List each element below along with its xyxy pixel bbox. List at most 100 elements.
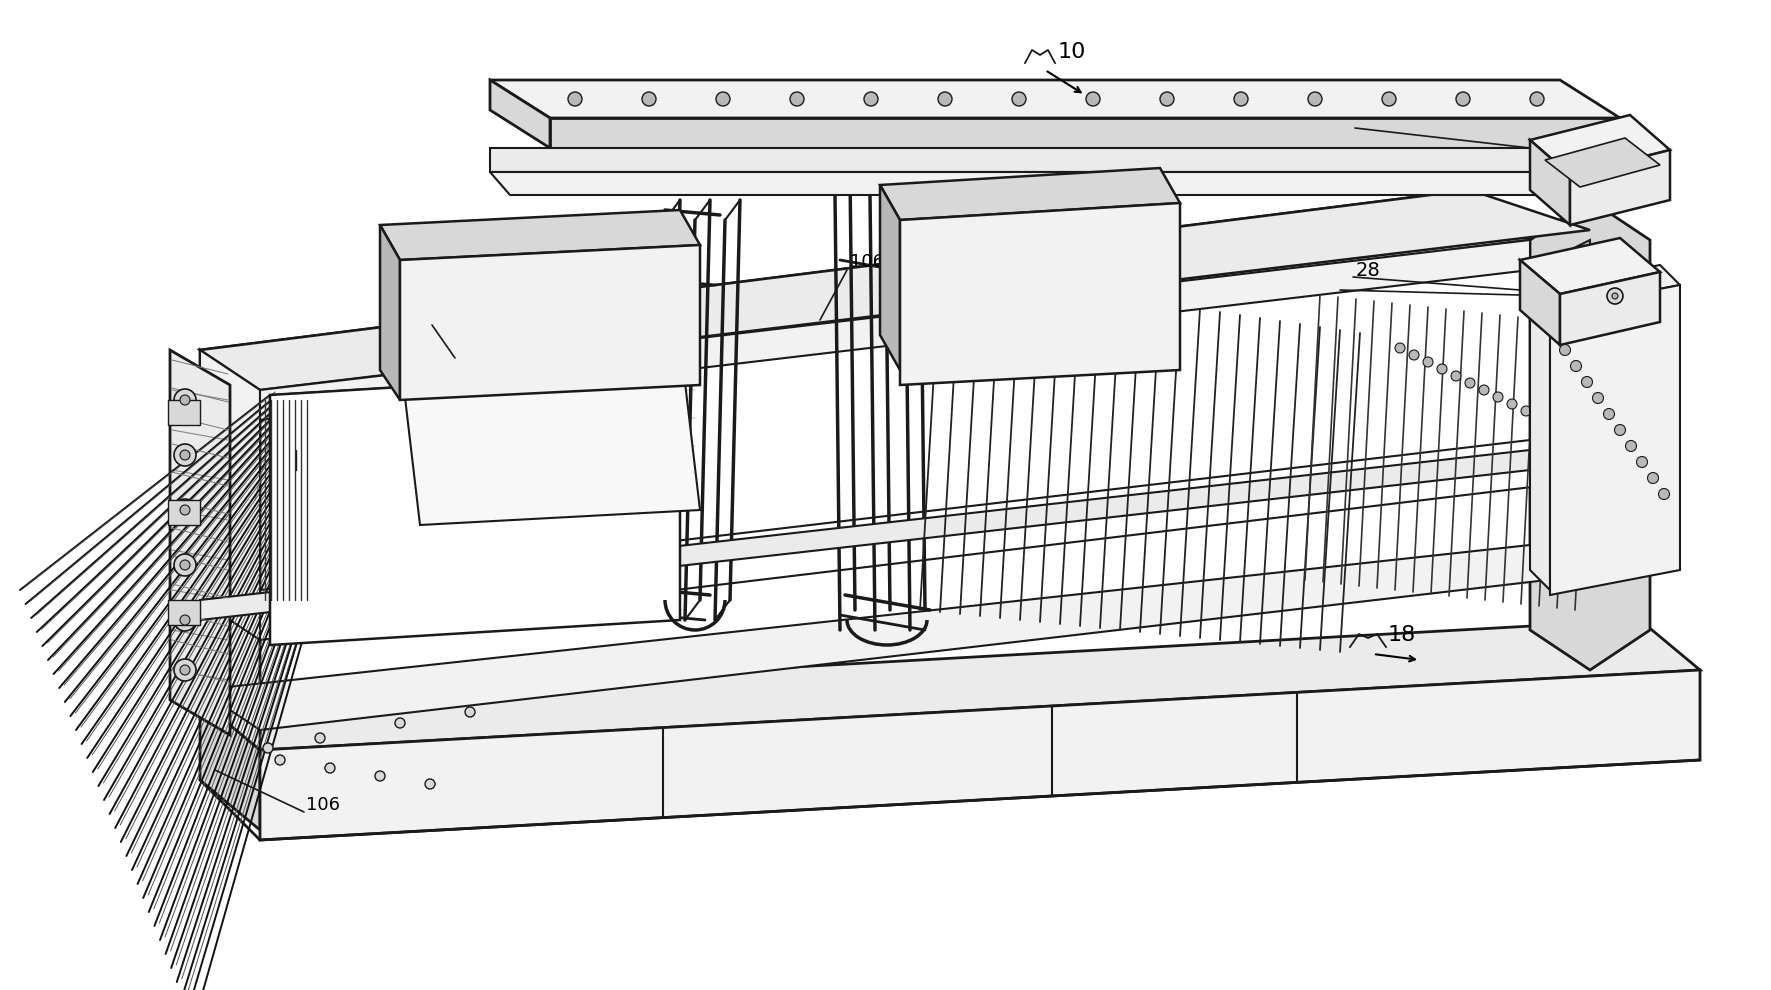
Circle shape	[425, 779, 436, 789]
Text: 20: 20	[299, 434, 322, 452]
Circle shape	[1410, 350, 1419, 360]
Polygon shape	[168, 600, 200, 625]
Circle shape	[790, 92, 804, 106]
Polygon shape	[1530, 115, 1670, 175]
Circle shape	[864, 92, 878, 106]
Circle shape	[643, 92, 655, 106]
Circle shape	[1606, 288, 1622, 304]
Circle shape	[1450, 371, 1461, 381]
Circle shape	[1582, 376, 1592, 387]
Circle shape	[1436, 364, 1447, 374]
Polygon shape	[168, 500, 200, 525]
Polygon shape	[1520, 238, 1659, 294]
Polygon shape	[200, 190, 1590, 390]
Text: 28: 28	[1357, 260, 1381, 279]
Circle shape	[1160, 92, 1174, 106]
Polygon shape	[1530, 200, 1651, 670]
Circle shape	[1507, 399, 1518, 409]
Polygon shape	[269, 370, 680, 645]
Circle shape	[1456, 92, 1470, 106]
Polygon shape	[381, 210, 700, 260]
Circle shape	[1560, 345, 1571, 355]
Circle shape	[1234, 92, 1249, 106]
Text: 12: 12	[526, 428, 554, 448]
Polygon shape	[269, 370, 680, 420]
Circle shape	[315, 733, 326, 743]
Circle shape	[1465, 378, 1475, 388]
Circle shape	[1535, 413, 1544, 423]
Polygon shape	[200, 190, 1530, 400]
Circle shape	[1592, 392, 1603, 404]
Circle shape	[181, 395, 189, 405]
Polygon shape	[1520, 260, 1560, 345]
Polygon shape	[1530, 240, 1590, 510]
Circle shape	[1309, 92, 1321, 106]
Circle shape	[181, 665, 189, 675]
Text: 18: 18	[1388, 625, 1417, 645]
Polygon shape	[200, 700, 260, 830]
Circle shape	[1658, 488, 1670, 500]
Circle shape	[174, 444, 197, 466]
Polygon shape	[1530, 140, 1571, 225]
Circle shape	[181, 505, 189, 515]
Circle shape	[375, 771, 384, 781]
Circle shape	[1615, 425, 1626, 436]
Circle shape	[1086, 92, 1100, 106]
Circle shape	[174, 389, 197, 411]
Polygon shape	[880, 185, 900, 370]
Circle shape	[1396, 343, 1404, 353]
Circle shape	[466, 707, 475, 717]
Circle shape	[939, 92, 953, 106]
Circle shape	[174, 499, 197, 521]
Circle shape	[1479, 385, 1489, 395]
Polygon shape	[260, 440, 1590, 640]
Text: 106: 106	[850, 253, 884, 271]
Polygon shape	[381, 225, 400, 400]
Polygon shape	[1560, 272, 1659, 345]
Text: 10: 10	[1057, 42, 1086, 62]
Circle shape	[715, 92, 730, 106]
Polygon shape	[200, 620, 1700, 750]
Polygon shape	[1571, 150, 1670, 225]
Polygon shape	[170, 350, 230, 735]
Polygon shape	[260, 240, 1530, 420]
Polygon shape	[1530, 265, 1681, 310]
Circle shape	[174, 659, 197, 681]
Polygon shape	[260, 670, 1700, 840]
Polygon shape	[200, 350, 260, 750]
Polygon shape	[551, 118, 1620, 148]
Circle shape	[181, 615, 189, 625]
Circle shape	[1612, 293, 1619, 299]
Circle shape	[1550, 420, 1558, 430]
Circle shape	[264, 743, 273, 753]
Circle shape	[568, 92, 583, 106]
Text: 24: 24	[1358, 111, 1383, 130]
Polygon shape	[491, 148, 1620, 172]
Polygon shape	[200, 350, 260, 640]
Polygon shape	[1550, 285, 1681, 595]
Circle shape	[1424, 357, 1433, 367]
Circle shape	[395, 718, 406, 728]
Text: 106: 106	[306, 796, 340, 814]
Circle shape	[1530, 92, 1544, 106]
Circle shape	[1493, 392, 1504, 402]
Circle shape	[1626, 441, 1636, 451]
Circle shape	[1521, 406, 1530, 416]
Polygon shape	[491, 172, 1640, 195]
Polygon shape	[200, 545, 1590, 730]
Polygon shape	[491, 80, 1620, 118]
Polygon shape	[400, 245, 700, 400]
Polygon shape	[1530, 290, 1550, 590]
Circle shape	[174, 609, 197, 631]
Circle shape	[1381, 92, 1396, 106]
Circle shape	[174, 554, 197, 576]
Text: 22: 22	[411, 309, 432, 327]
Circle shape	[1571, 360, 1582, 371]
Polygon shape	[491, 80, 551, 148]
Circle shape	[1647, 472, 1658, 483]
Circle shape	[1011, 92, 1025, 106]
Circle shape	[275, 755, 285, 765]
Circle shape	[181, 450, 189, 460]
Polygon shape	[900, 203, 1179, 385]
Polygon shape	[168, 400, 200, 425]
